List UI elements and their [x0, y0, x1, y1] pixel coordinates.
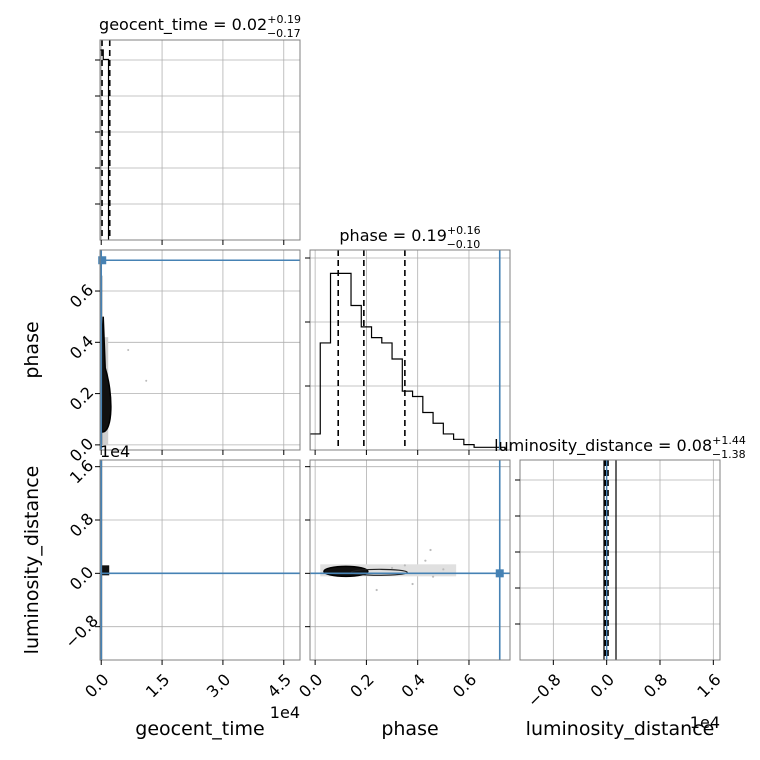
x-tick-label: 3.0 [203, 670, 234, 701]
x-tick-label: 0.4 [398, 670, 429, 701]
hist-geocent-time [100, 49, 110, 240]
scatter-point [127, 349, 130, 351]
title-geocent-time: geocent_time = 0.02+0.19 −0.17 [99, 13, 301, 40]
panel-border [519, 459, 721, 661]
scatter-point [145, 379, 148, 382]
title-minus: −0.10 [447, 238, 481, 251]
x-axis-label-phase: phase [381, 718, 438, 740]
scatter-point [442, 568, 445, 571]
y-tick-label: 1.6 [66, 456, 97, 487]
scatter-point [375, 588, 378, 592]
panel-phase-hist-content [310, 250, 510, 450]
y-tick-label: 0.6 [66, 280, 97, 311]
scatter-point [390, 566, 394, 570]
y-axis-label-phase: phase [21, 321, 43, 378]
y-axis-label-luminosity-distance: luminosity_distance [21, 466, 43, 655]
panel-border [309, 249, 511, 451]
x-tick-label: 0.0 [587, 670, 618, 701]
x-tick-label: 0.2 [346, 670, 377, 701]
y-tick-label: 0.4 [66, 332, 97, 363]
y-tick-label: 0.0 [66, 563, 97, 594]
title-minus: −1.38 [712, 448, 746, 461]
title-minus: −0.17 [267, 27, 301, 40]
x-tick-label: 1.5 [142, 670, 173, 701]
offset-label-lumdist-x: 1e4 [690, 713, 720, 732]
panel-border [99, 39, 301, 241]
x-axis-label-luminosity-distance: luminosity_distance [526, 718, 715, 740]
title-plus: +1.44 [712, 434, 746, 447]
truth-marker [98, 256, 107, 265]
panel-lumdist-vs-geocent-time: 0.0 1.5 3.0 4.5 −0.8 0.0 0.8 1.6 [61, 456, 301, 701]
panel-phase-vs-geocent-time: 0.00.20.40.6 [66, 249, 301, 466]
panel-phase-vs-geocent-time-content [100, 250, 300, 450]
density-contour-outer [350, 568, 408, 576]
offset-label-lumdist-y: 1e4 [100, 442, 130, 461]
title-plus: +0.19 [267, 13, 301, 26]
offset-label-geocent-time-x: 1e4 [270, 703, 300, 722]
panel-geocent-time-hist [95, 39, 301, 245]
scatter-point [431, 575, 435, 578]
title-main: phase = 0.19 [339, 226, 446, 245]
panel-border [99, 249, 301, 451]
y-tick-label: −0.8 [61, 611, 102, 652]
x-tick-label: 0.0 [295, 670, 326, 701]
x-axis-label-geocent-time: geocent_time [135, 718, 264, 740]
panel-border [99, 459, 301, 661]
title-main: geocent_time = 0.02 [99, 15, 267, 35]
title-phase: phase = 0.19+0.16 −0.10 [339, 224, 480, 251]
x-tick-label: 4.5 [264, 670, 295, 701]
panel-lumdist-hist: −0.8 0.0 0.8 1.6 [515, 459, 725, 711]
panel-geocent-time-hist-content [100, 40, 300, 240]
title-main: luminosity_distance = 0.08 [494, 436, 712, 456]
panel-lumdist-hist-content [520, 460, 720, 660]
scatter-point [424, 559, 427, 562]
panel-lumdist-vs-geocent-time-content [100, 460, 300, 660]
title-plus: +0.16 [447, 224, 481, 237]
x-tick-label: 1.6 [693, 670, 724, 701]
panel-phase-hist [305, 249, 511, 455]
panel-border [309, 459, 511, 661]
x-tick-label: 0.8 [640, 670, 671, 701]
x-tick-label: 0.0 [81, 670, 112, 701]
hist-lumdist [603, 460, 617, 660]
density-contour [100, 316, 112, 433]
scatter-point [411, 582, 414, 586]
x-tick-label: 0.6 [449, 670, 480, 701]
hist-phase [310, 272, 506, 450]
x-tick-label: −0.8 [524, 670, 565, 711]
scatter-point [403, 564, 406, 567]
density-contour [100, 565, 110, 576]
title-luminosity-distance: luminosity_distance = 0.08+1.44 −1.38 [494, 434, 746, 461]
y-tick-label: 0.8 [66, 509, 97, 540]
panel-lumdist-vs-phase: 0.0 0.2 0.4 0.6 [295, 459, 511, 701]
scatter-point [429, 548, 432, 552]
truth-marker [495, 569, 504, 578]
y-tick-label: 0.2 [66, 383, 97, 414]
panel-lumdist-vs-phase-content [310, 460, 510, 660]
